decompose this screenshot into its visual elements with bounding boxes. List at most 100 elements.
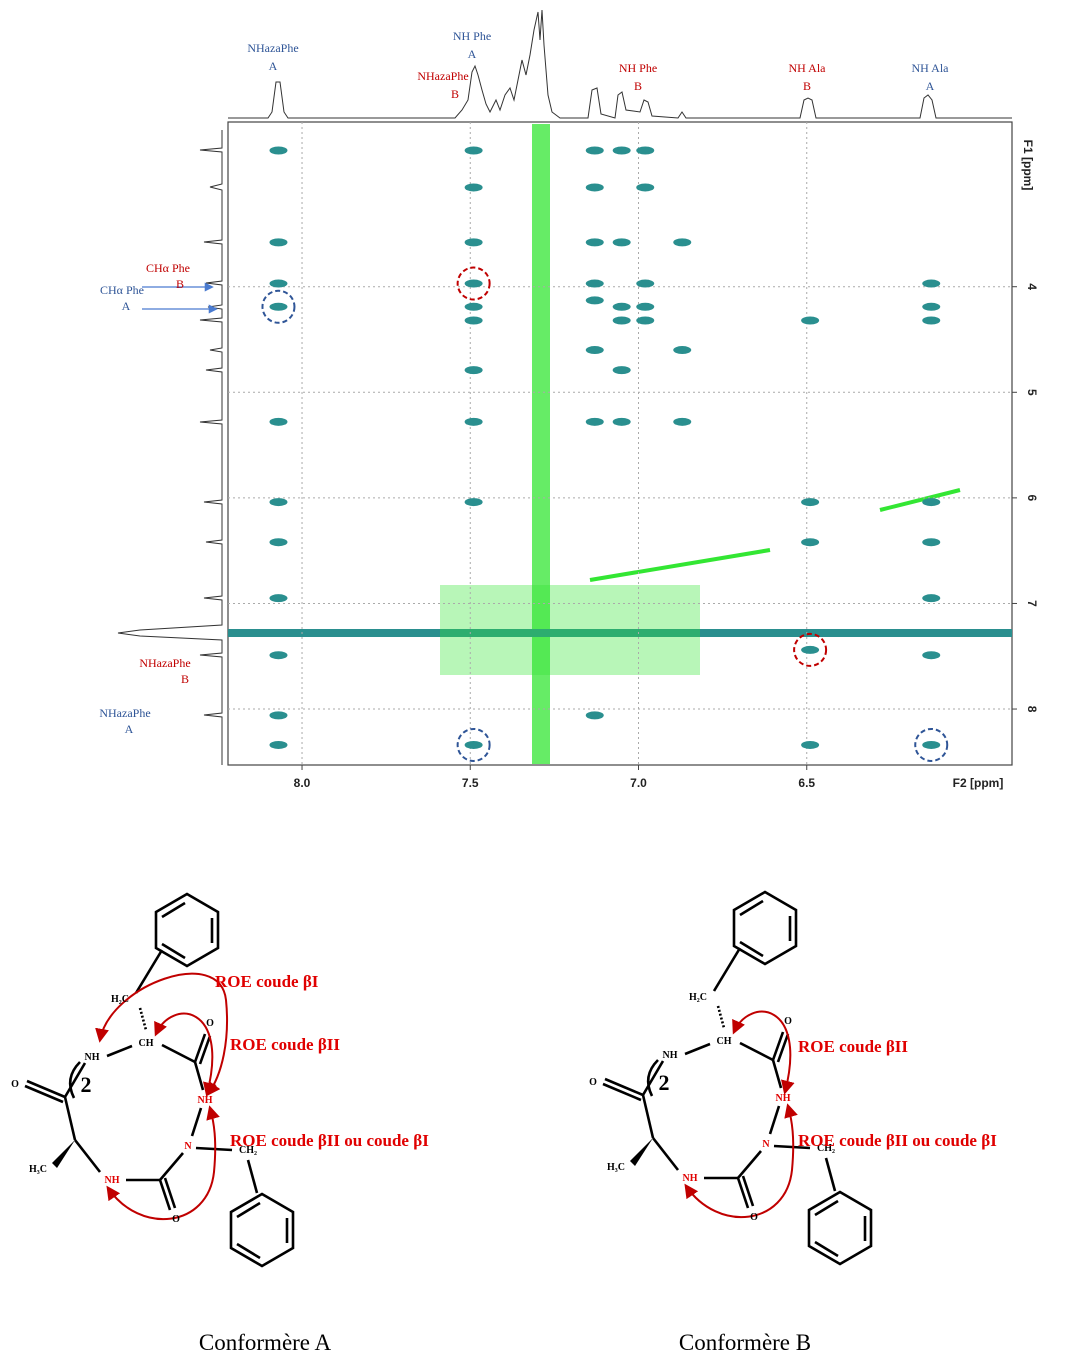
atom-label: O xyxy=(172,1214,180,1225)
atom-label: O xyxy=(11,1079,19,1090)
atom-label: NH xyxy=(683,1173,698,1184)
highlight-circle xyxy=(456,266,491,301)
cross-peak xyxy=(464,302,483,311)
peak-label: NHazaPhe xyxy=(99,706,150,720)
caption: Conformère A xyxy=(199,1330,332,1355)
cross-peak xyxy=(585,183,604,192)
diagonal-band xyxy=(532,124,550,764)
cross-peak xyxy=(269,594,288,603)
cross-peak xyxy=(464,316,483,325)
roe-label: ROE coude βII xyxy=(798,1037,908,1056)
cross-peak xyxy=(464,238,483,247)
cross-peak xyxy=(269,302,288,311)
cross-peak xyxy=(922,594,941,603)
atom-label: H₃C xyxy=(607,1162,625,1173)
y-axis-label: F1 [ppm] xyxy=(1021,140,1035,191)
cross-peak xyxy=(585,296,604,305)
cross-peak xyxy=(922,651,941,660)
atom-label: CH₂ xyxy=(239,1145,257,1156)
peak-label: B xyxy=(176,277,184,291)
plot-frame xyxy=(227,121,1013,766)
roe-arrows xyxy=(95,972,798,1221)
atom-label: H₃C xyxy=(29,1164,47,1175)
peak-label: B xyxy=(634,79,642,93)
cross-peak xyxy=(464,279,483,288)
cross-peak xyxy=(464,417,483,426)
highlight-circle xyxy=(793,632,828,667)
peak-label: NH Phe xyxy=(453,29,491,43)
aromatic-region xyxy=(440,585,700,675)
cross-peak xyxy=(585,238,604,247)
roe-label: ROE coude βII ou coude βI xyxy=(230,1131,429,1150)
cross-peak xyxy=(922,279,941,288)
atom-label: CH xyxy=(717,1036,732,1047)
cross-peak xyxy=(612,316,631,325)
highlight-circle xyxy=(456,727,491,762)
cross-peak xyxy=(922,316,941,325)
cross-peak xyxy=(801,538,820,547)
atom-label: NH xyxy=(105,1175,120,1186)
cross-peak xyxy=(269,279,288,288)
atom-label: H₂C xyxy=(111,994,129,1005)
peak-label: A xyxy=(468,47,477,61)
cross-peak xyxy=(612,238,631,247)
atom-label: CH xyxy=(139,1038,154,1049)
cross-peak xyxy=(464,366,483,375)
cross-peak xyxy=(585,146,604,155)
peak-label: A xyxy=(926,79,935,93)
roe-label: ROE coude βI xyxy=(215,972,319,991)
t1-noise xyxy=(228,629,1012,637)
y-tick-label: 6 xyxy=(1025,495,1039,502)
spectrum: 8.0 7.5 7.0 6.5 4 5 6 7 8 F2 [ppm] F1 [ppm] NHazaPh… xyxy=(99,9,1039,790)
diagonal xyxy=(879,488,961,512)
cross-peak xyxy=(269,146,288,155)
atom-label: NH xyxy=(663,1050,678,1061)
atom-label: H₂C xyxy=(689,992,707,1003)
cross-peak xyxy=(922,538,941,547)
cross-peak xyxy=(922,302,941,311)
peak-label: B xyxy=(451,87,459,101)
atom-label: N xyxy=(762,1139,770,1150)
cross-peak xyxy=(612,146,631,155)
peak-label: NH Ala xyxy=(789,61,827,75)
cross-peak xyxy=(922,740,941,749)
cross-peak xyxy=(801,645,820,654)
y-tick-label: 8 xyxy=(1025,706,1039,713)
structure-b xyxy=(601,890,873,1266)
peak-label: CHα Phe xyxy=(146,261,190,275)
cross-peak xyxy=(922,498,941,507)
cross-peak xyxy=(585,346,604,355)
peak-label: NHazaPhe xyxy=(247,41,298,55)
peak-label: B xyxy=(803,79,811,93)
cross-peak xyxy=(269,498,288,507)
cross-peak xyxy=(269,238,288,247)
cross-peak xyxy=(585,711,604,720)
cross-peak xyxy=(269,538,288,547)
cross-peak xyxy=(801,740,820,749)
cross-peak xyxy=(636,302,655,311)
x-axis-label: F2 [ppm] xyxy=(953,776,1004,790)
cross-peak xyxy=(269,711,288,720)
peak-label: NHazaPhe xyxy=(417,69,468,83)
atom-label: NH xyxy=(776,1093,791,1104)
cross-peak xyxy=(636,316,655,325)
atom-label: O xyxy=(589,1077,597,1088)
cross-peak xyxy=(636,146,655,155)
cross-peak xyxy=(801,316,820,325)
peak-label: A xyxy=(122,299,131,313)
y-tick-label: 7 xyxy=(1025,600,1039,607)
cross-peak xyxy=(636,279,655,288)
cross-peak xyxy=(464,146,483,155)
cross-peak xyxy=(612,366,631,375)
peak-label: NHazaPhe xyxy=(139,656,190,670)
peak-label: A xyxy=(125,722,134,736)
x-tick-label: 7.5 xyxy=(462,776,479,790)
x-tick-label: 8.0 xyxy=(294,776,311,790)
cross-peak xyxy=(673,238,692,247)
x-tick-label: 6.5 xyxy=(798,776,815,790)
cross-peak xyxy=(636,183,655,192)
cross-peak xyxy=(673,346,692,355)
x-tick-label: 7.0 xyxy=(630,776,647,790)
roe-label: ROE coude βII xyxy=(230,1035,340,1054)
